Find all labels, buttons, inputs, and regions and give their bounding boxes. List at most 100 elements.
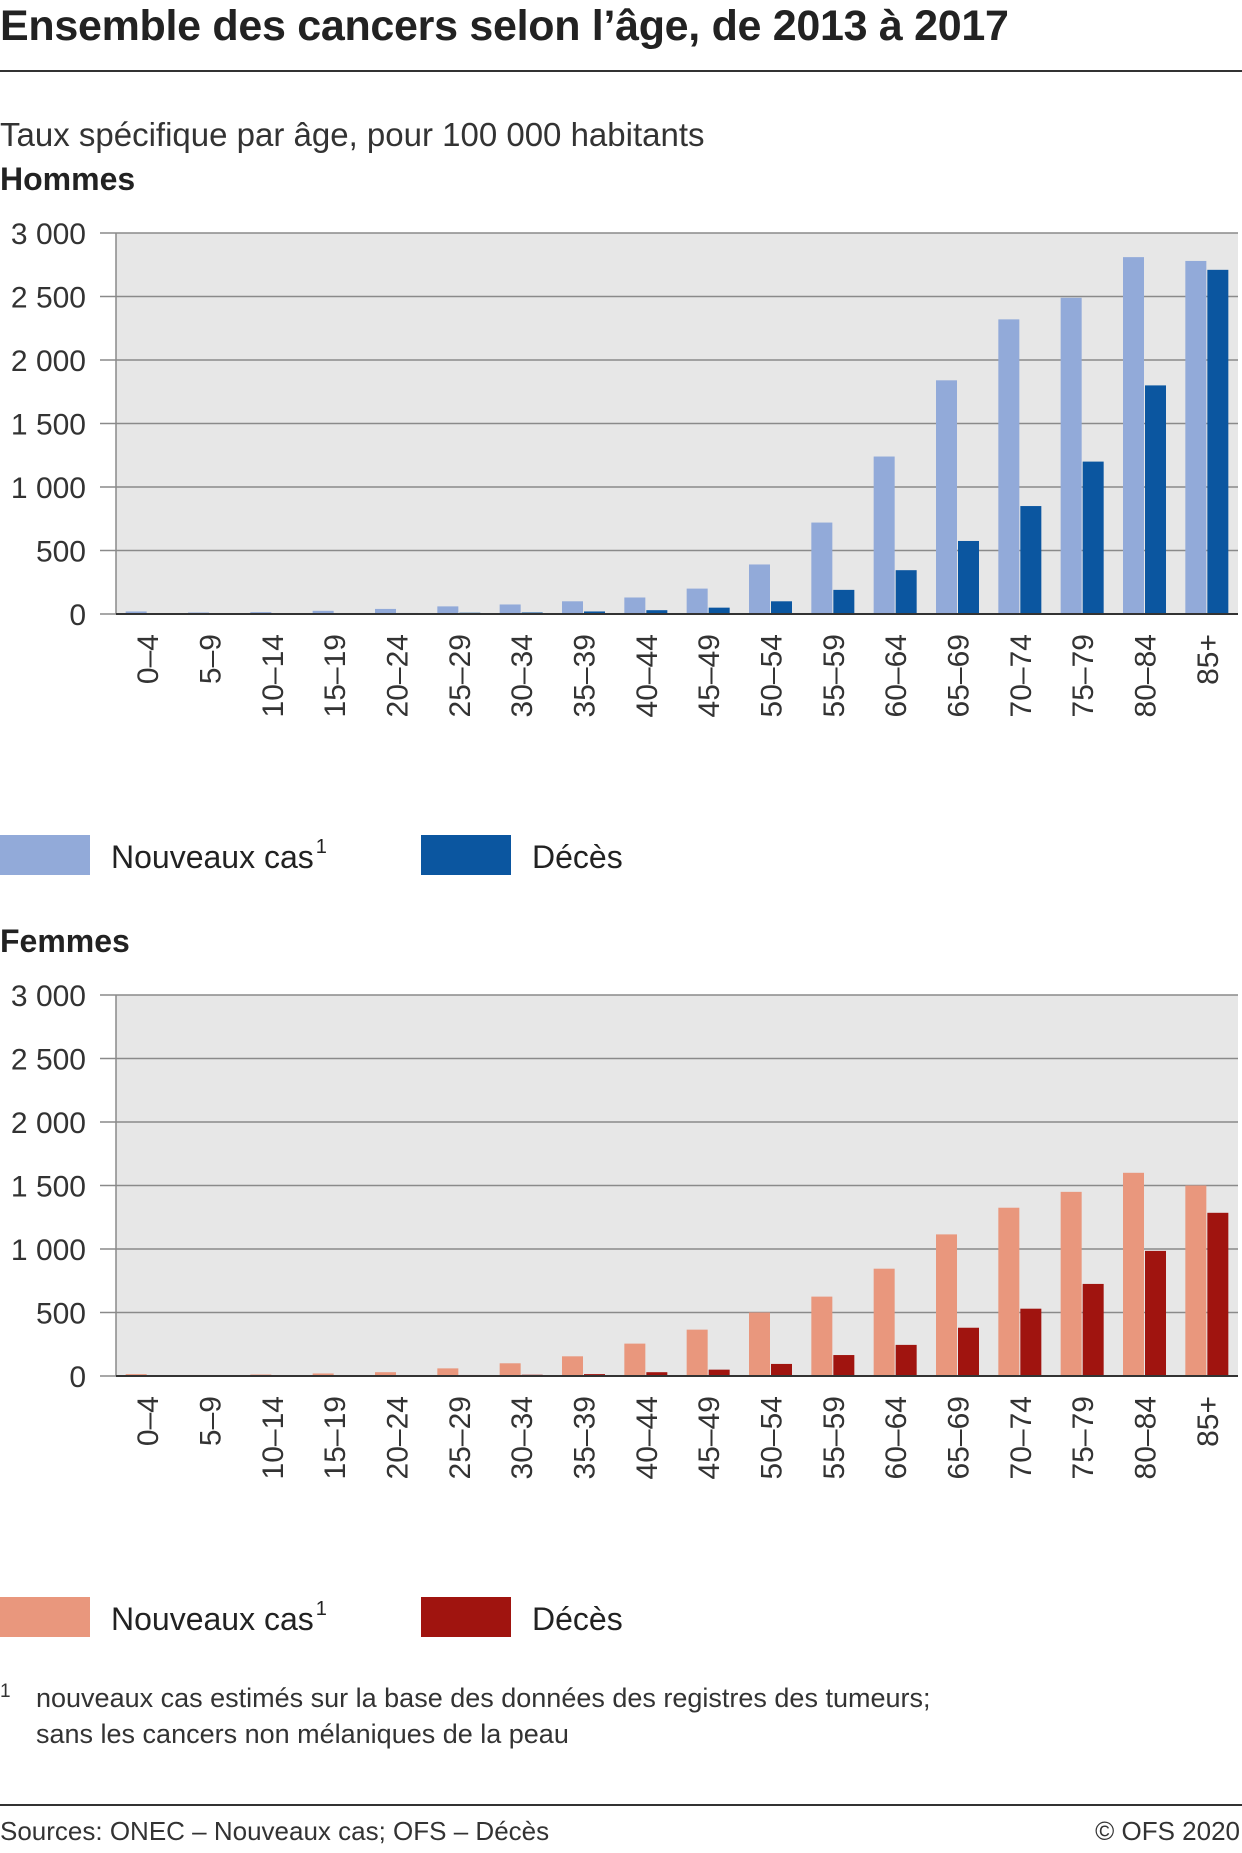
bar-femmes-s1 bbox=[1082, 1283, 1104, 1376]
bar-hommes-s1 bbox=[958, 540, 979, 614]
bar-femmes-s0 bbox=[1185, 1185, 1207, 1376]
bar-hommes-s1 bbox=[646, 610, 668, 614]
x-tick-label-femmes: 60–64 bbox=[880, 1396, 913, 1479]
bar-femmes-s0 bbox=[998, 1207, 1020, 1376]
x-tick-label-femmes: 45–49 bbox=[693, 1396, 726, 1479]
x-tick-label-femmes: 30–34 bbox=[506, 1396, 539, 1479]
x-tick-label-hommes: 75–79 bbox=[1067, 634, 1100, 717]
x-tick-label-femmes: 75–79 bbox=[1067, 1396, 1100, 1479]
bar-hommes-s1 bbox=[1207, 269, 1229, 614]
x-tick-label-femmes: 55–59 bbox=[818, 1396, 851, 1479]
x-tick-label-femmes: 5–9 bbox=[195, 1396, 228, 1446]
bar-hommes-s0 bbox=[1060, 297, 1082, 614]
legend-swatch-femmes-s0 bbox=[0, 1597, 90, 1637]
bar-hommes-s0 bbox=[1185, 260, 1207, 614]
x-tick-label-femmes: 20–24 bbox=[382, 1396, 415, 1479]
bar-hommes-s0 bbox=[873, 456, 895, 614]
x-tick-label-hommes: 15–19 bbox=[319, 634, 352, 717]
footer-divider bbox=[0, 1804, 1242, 1806]
x-tick-label-hommes: 55–59 bbox=[818, 634, 851, 717]
legend-label-hommes-s1: Décès bbox=[532, 839, 623, 875]
x-tick-label-hommes: 20–24 bbox=[382, 634, 415, 717]
bar-femmes-s1 bbox=[833, 1355, 855, 1376]
chart-title: Ensemble des cancers selon l’âge, de 201… bbox=[0, 2, 1009, 50]
bar-hommes-s1 bbox=[1082, 461, 1104, 614]
x-tick-label-hommes: 35–39 bbox=[569, 634, 602, 717]
y-tick-label-femmes: 1 500 bbox=[11, 1171, 86, 1204]
bar-hommes-s0 bbox=[375, 608, 396, 614]
y-tick-label-hommes: 2 500 bbox=[11, 282, 86, 315]
chart-subtitle: Taux spécifique par âge, pour 100 000 ha… bbox=[0, 116, 705, 153]
bar-hommes-s0 bbox=[686, 588, 708, 614]
bar-femmes-s0 bbox=[1060, 1191, 1082, 1376]
x-tick-label-hommes: 5–9 bbox=[195, 634, 228, 684]
y-tick-label-femmes: 3 000 bbox=[11, 980, 86, 1013]
bar-hommes-s0 bbox=[499, 604, 521, 614]
bar-femmes-s0 bbox=[562, 1356, 583, 1376]
x-tick-label-hommes: 10–14 bbox=[257, 634, 290, 717]
x-tick-label-hommes: 70–74 bbox=[1005, 634, 1038, 717]
x-tick-label-hommes: 80–84 bbox=[1130, 634, 1163, 717]
x-tick-label-hommes: 50–54 bbox=[756, 634, 789, 717]
bar-femmes-s1 bbox=[646, 1372, 668, 1376]
x-tick-label-femmes: 50–54 bbox=[756, 1396, 789, 1479]
x-tick-label-hommes: 85+ bbox=[1192, 634, 1225, 685]
y-tick-label-hommes: 1 000 bbox=[11, 472, 86, 505]
bar-hommes-s1 bbox=[708, 607, 730, 614]
bar-femmes-s0 bbox=[936, 1234, 957, 1376]
x-tick-label-femmes: 35–39 bbox=[569, 1396, 602, 1479]
y-tick-label-femmes: 2 500 bbox=[11, 1044, 86, 1077]
y-tick-label-hommes: 0 bbox=[69, 599, 86, 632]
y-tick-label-hommes: 2 000 bbox=[11, 345, 86, 378]
bar-hommes-s0 bbox=[312, 610, 334, 614]
y-tick-label-hommes: 500 bbox=[36, 536, 86, 569]
legend-superscript-hommes: 1 bbox=[316, 836, 327, 858]
y-tick-label-hommes: 1 500 bbox=[11, 409, 86, 442]
bar-femmes-s0 bbox=[1123, 1172, 1144, 1376]
bar-femmes-s1 bbox=[958, 1327, 979, 1376]
bar-femmes-s0 bbox=[686, 1329, 708, 1376]
bar-femmes-s0 bbox=[811, 1296, 833, 1376]
x-tick-label-femmes: 65–69 bbox=[943, 1396, 976, 1479]
bar-femmes-s1 bbox=[895, 1344, 917, 1376]
bar-hommes-s0 bbox=[1123, 257, 1144, 614]
bar-hommes-s1 bbox=[895, 570, 917, 614]
x-tick-label-femmes: 40–44 bbox=[631, 1396, 664, 1479]
x-tick-label-femmes: 80–84 bbox=[1130, 1396, 1163, 1479]
x-tick-label-hommes: 45–49 bbox=[693, 634, 726, 717]
bar-hommes-s0 bbox=[125, 611, 147, 614]
footnote-text: nouveaux cas estimés sur la base des don… bbox=[36, 1680, 1186, 1752]
y-tick-label-femmes: 0 bbox=[69, 1361, 86, 1394]
y-tick-label-femmes: 2 000 bbox=[11, 1107, 86, 1140]
charts-canvas: Hommes 0 500 1 000 1 500 2 000 2 500 3 000 0–4 5–… bbox=[0, 161, 1238, 1637]
bar-femmes-s0 bbox=[375, 1372, 396, 1376]
x-tick-label-hommes: 65–69 bbox=[943, 634, 976, 717]
bar-hommes-s0 bbox=[437, 606, 459, 614]
bar-femmes-s1 bbox=[1207, 1212, 1229, 1376]
x-tick-label-femmes: 25–29 bbox=[444, 1396, 477, 1479]
x-tick-label-hommes: 0–4 bbox=[132, 634, 165, 684]
bar-femmes-s1 bbox=[771, 1363, 792, 1376]
footnote-line-1: nouveaux cas estimés sur la base des don… bbox=[36, 1683, 931, 1713]
bar-hommes-s1 bbox=[584, 611, 605, 614]
bar-hommes-s0 bbox=[811, 522, 833, 614]
bar-hommes-s0 bbox=[749, 564, 770, 614]
bar-hommes-s0 bbox=[624, 597, 646, 614]
bar-femmes-s1 bbox=[1145, 1250, 1166, 1376]
legend-superscript-femmes: 1 bbox=[316, 1598, 327, 1620]
x-tick-label-femmes: 0–4 bbox=[132, 1396, 165, 1446]
bar-hommes-s1 bbox=[1145, 385, 1166, 614]
x-tick-label-femmes: 85+ bbox=[1192, 1396, 1225, 1447]
bar-hommes-s0 bbox=[562, 601, 583, 614]
panel-title-hommes: Hommes bbox=[0, 161, 135, 197]
bar-hommes-s0 bbox=[998, 319, 1020, 614]
x-tick-label-hommes: 60–64 bbox=[880, 634, 913, 717]
x-tick-label-hommes: 25–29 bbox=[444, 634, 477, 717]
legend-swatch-hommes-s1 bbox=[421, 835, 511, 875]
bar-hommes-s0 bbox=[936, 380, 957, 614]
y-tick-label-femmes: 1 000 bbox=[11, 1234, 86, 1267]
x-tick-label-hommes: 40–44 bbox=[631, 634, 664, 717]
bar-hommes-s1 bbox=[833, 589, 855, 614]
copyright-text: © OFS 2020 bbox=[1095, 1816, 1240, 1846]
x-tick-label-femmes: 15–19 bbox=[319, 1396, 352, 1479]
